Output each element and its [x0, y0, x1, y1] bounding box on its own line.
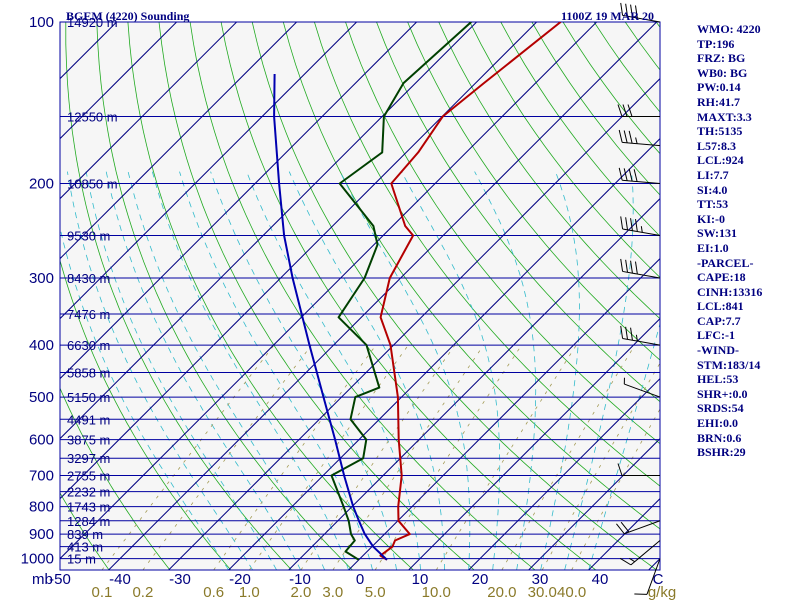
height-label: 12550 m [67, 109, 118, 124]
index-line: TP:196 [697, 37, 797, 52]
time-title: 1100Z 19 MAR 20 [561, 9, 654, 23]
height-label: 9530 m [67, 229, 110, 244]
mixing-ratio-tick-label: 5.0 [365, 584, 386, 600]
index-line: RH:41.7 [697, 95, 797, 110]
index-line: FRZ: BG [697, 51, 797, 66]
index-line: BSHR:29 [697, 445, 797, 460]
index-line: KI:-0 [697, 212, 797, 227]
index-line: SW:131 [697, 226, 797, 241]
height-label: 3297 m [67, 451, 110, 466]
index-line: EI:1.0 [697, 241, 797, 256]
index-line: HEL:53 [697, 372, 797, 387]
index-line: LCL:924 [697, 153, 797, 168]
index-line: PW:0.14 [697, 80, 797, 95]
index-line: WMO: 4220 [697, 22, 797, 37]
temperature-tick-label: -40 [109, 571, 131, 588]
mixing-ratio-tick-label: 0.2 [132, 584, 153, 600]
index-line: SRDS:54 [697, 401, 797, 416]
pressure-tick-label: 900 [29, 526, 54, 543]
index-line: TH:5135 [697, 124, 797, 139]
index-line: CAP:7.7 [697, 314, 797, 329]
mixing-ratio-tick-label: 1.0 [239, 584, 260, 600]
height-label: 4491 m [67, 412, 110, 427]
index-line: CINH:13316 [697, 285, 797, 300]
index-line: BRN:0.6 [697, 431, 797, 446]
temperature-tick-label: -30 [169, 571, 191, 588]
mixing-ratio-tick-label: 0.6 [203, 584, 224, 600]
pressure-tick-label: 200 [29, 176, 54, 193]
height-label: 5150 m [67, 390, 110, 405]
pressure-tick-label: 500 [29, 389, 54, 406]
pressure-tick-label: 300 [29, 270, 54, 287]
pressure-tick-label: 1000 [21, 551, 54, 568]
index-line: LI:7.7 [697, 168, 797, 183]
index-line: -PARCEL- [697, 256, 797, 271]
height-label: 1743 m [67, 500, 110, 515]
pressure-tick-label: 800 [29, 499, 54, 516]
index-line: TT:53 [697, 197, 797, 212]
mixing-ratio-tick-label: 3.0 [322, 584, 343, 600]
station-title: BGEM (4220) Sounding [66, 9, 189, 23]
index-line: CAPE:18 [697, 270, 797, 285]
index-line: EHI:0.0 [697, 416, 797, 431]
index-line: WB0: BG [697, 66, 797, 81]
pressure-tick-label: 400 [29, 337, 54, 354]
temperature-tick-label: 20 [472, 571, 489, 588]
temperature-tick-label: 0 [356, 571, 364, 588]
height-label: 2232 m [67, 485, 110, 500]
isotherm-line [0, 22, 57, 570]
index-line: SI:4.0 [697, 183, 797, 198]
index-line: SHR+:0.0 [697, 387, 797, 402]
height-label: 2755 m [67, 469, 110, 484]
pressure-tick-label: 600 [29, 432, 54, 449]
plot-area [60, 22, 660, 570]
height-label: 6630 m [67, 338, 110, 353]
mixing-ratio-tick-label: 2.0 [290, 584, 311, 600]
mixing-ratio-tick-label: 20.0 [487, 584, 516, 600]
mixing-ratio-tick-label: 0.1 [92, 584, 113, 600]
temperature-tick-label: -50 [49, 571, 71, 588]
index-line: LFC:-1 [697, 328, 797, 343]
mixing-ratio-tick-label: 30.0 [528, 584, 557, 600]
index-line: LCL:841 [697, 299, 797, 314]
index-line: -WIND- [697, 343, 797, 358]
mixing-ratio-tick-label: 40.0 [557, 584, 586, 600]
height-label: 8430 m [67, 271, 110, 286]
index-line: STM:183/14 [697, 358, 797, 373]
pressure-tick-label: 100 [29, 14, 54, 31]
index-line: L57:8.3 [697, 139, 797, 154]
pressure-tick-label: 700 [29, 468, 54, 485]
temperature-tick-label: 40 [592, 571, 609, 588]
mixing-ratio-tick-label: 10.0 [422, 584, 451, 600]
index-line: MAXT:3.3 [697, 110, 797, 125]
height-label: 15 m [67, 552, 96, 567]
height-label: 5858 m [67, 366, 110, 381]
height-label: 7476 m [67, 307, 110, 322]
height-label: 3875 m [67, 433, 110, 448]
height-label: 10850 m [67, 177, 118, 192]
mixing-ratio-unit-label: g/kg [648, 584, 676, 600]
